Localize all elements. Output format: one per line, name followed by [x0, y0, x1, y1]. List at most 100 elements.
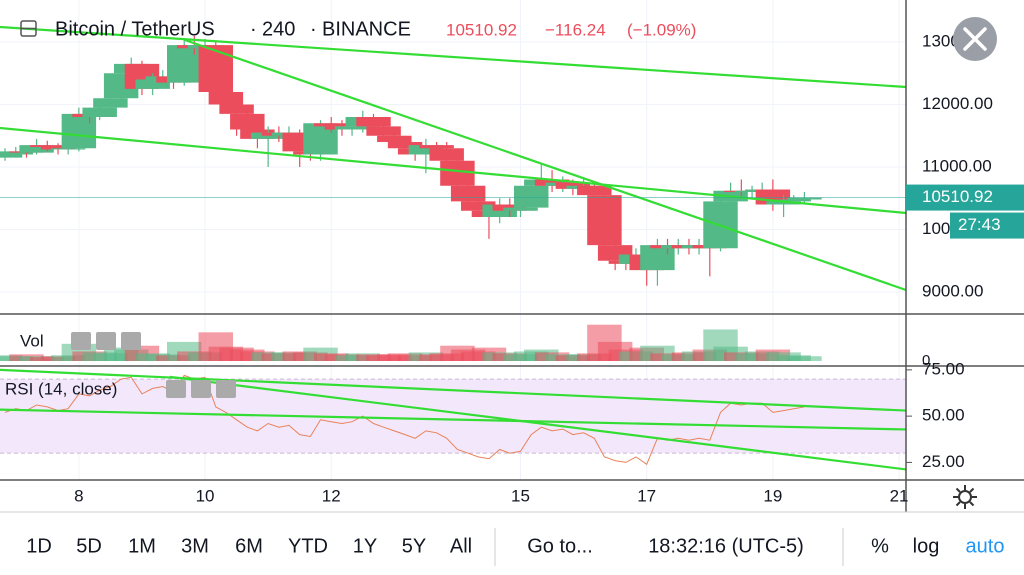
plot — [0, 25, 907, 471]
trendline — [169, 375, 907, 471]
rsi-label: RSI (14, close) — [5, 379, 117, 398]
x-tick-label: 21 — [890, 486, 909, 505]
x-tick-label: 12 — [322, 486, 341, 505]
candle-body — [0, 154, 23, 158]
remove-button[interactable] — [121, 332, 141, 350]
candle-body — [93, 98, 128, 108]
range-button[interactable]: 1D — [26, 535, 52, 557]
volume-label: Vol — [20, 331, 44, 350]
candle-body — [356, 117, 391, 127]
goto-button[interactable]: Go to... — [527, 535, 593, 557]
last-price-badge — [906, 184, 1024, 211]
candle-body — [208, 92, 244, 105]
candle-body — [61, 113, 97, 149]
scale-option[interactable]: log — [913, 535, 940, 557]
price-change: −116.24 — [545, 20, 606, 39]
candle-body — [640, 245, 675, 271]
last-price: 10510.92 — [446, 20, 517, 39]
volume-bar — [787, 356, 822, 361]
trendline — [0, 368, 907, 412]
close-icon — [963, 27, 987, 51]
candle-body — [387, 142, 423, 149]
visibility-button[interactable] — [71, 332, 91, 350]
x-tick-label: 15 — [511, 486, 530, 505]
rsi-band — [0, 379, 906, 454]
candle-body — [450, 185, 486, 202]
candle-body — [50, 148, 86, 150]
candle-body — [366, 126, 401, 136]
candle-body — [30, 145, 65, 147]
range-button[interactable]: 5Y — [402, 535, 426, 557]
candle-body — [766, 201, 801, 205]
candle-body — [167, 45, 202, 83]
candle-body — [230, 113, 265, 130]
rsi-tick-label: 75.00 — [922, 359, 965, 378]
settings-button[interactable] — [96, 332, 116, 350]
candle-body — [334, 126, 370, 130]
range-button[interactable]: YTD — [288, 535, 328, 557]
settings-gear[interactable] — [953, 485, 977, 509]
timezone-clock[interactable]: 18:32:16 (UTC-5) — [648, 535, 804, 557]
labels: 81012151719219000.0010000.0011000.001200… — [74, 31, 1024, 505]
candle-body — [19, 145, 54, 153]
gear-ring — [958, 490, 972, 504]
volume-controls — [71, 332, 141, 350]
trendline — [0, 408, 907, 431]
price-change-percent: (−1.09%) — [627, 20, 696, 39]
y-tick-label: 9000.00 — [922, 281, 983, 300]
toolbar: 1D 5D 1M 3M 6M YTD 1Y 5Y All Go to... 18:32:16 (UT… — [26, 535, 1004, 557]
candle-body — [787, 197, 822, 200]
x-tick-label: 17 — [637, 486, 656, 505]
range-button[interactable]: 6M — [235, 535, 263, 557]
candle-body — [503, 207, 538, 211]
range-button[interactable]: 1Y — [353, 535, 377, 557]
candle-body — [419, 145, 454, 149]
rsi-tick-label: 25.00 — [922, 452, 965, 471]
trendline — [0, 25, 907, 89]
range-button[interactable]: 5D — [76, 535, 102, 557]
y-tick-label: 11000.00 — [922, 156, 992, 175]
countdown-badge — [950, 212, 1024, 239]
scale-option[interactable]: % — [871, 535, 889, 557]
last-price-label: 10510.92 — [922, 187, 993, 206]
candle-body — [461, 201, 496, 211]
candle-body — [587, 195, 622, 246]
separator: · — [250, 18, 257, 40]
range-button[interactable]: 3M — [181, 535, 209, 557]
x-tick-label: 8 — [74, 486, 83, 505]
interval: 240 — [262, 18, 295, 40]
symbol: Bitcoin / TetherUS — [55, 18, 215, 40]
candle-body — [429, 148, 464, 161]
candle-body — [577, 185, 612, 196]
rsi-controls — [166, 380, 236, 398]
candle-body — [0, 151, 33, 155]
candle-body — [734, 190, 770, 192]
remove-button[interactable] — [216, 380, 236, 398]
candle-body — [377, 135, 412, 142]
candle-body — [440, 160, 475, 186]
separator: · — [310, 18, 317, 40]
range-button[interactable]: All — [450, 535, 472, 557]
settings-button[interactable] — [191, 380, 211, 398]
visibility-button[interactable] — [166, 380, 186, 398]
candle-body — [198, 45, 233, 92]
candle-body — [408, 145, 444, 155]
y-tick-label: 12000.00 — [922, 94, 993, 113]
rsi-tick-label: 50.00 — [922, 406, 965, 425]
candle-body — [82, 107, 117, 117]
candle-body — [776, 199, 811, 202]
exchange: BINANCE — [322, 18, 411, 40]
scale-option[interactable]: auto — [966, 535, 1005, 557]
candle-body — [514, 185, 549, 208]
close-button[interactable] — [953, 17, 997, 61]
volume-tick-label: 0 — [922, 352, 930, 369]
countdown-label: 27:43 — [958, 215, 1001, 234]
trendline — [184, 38, 907, 292]
range-button[interactable]: 1M — [128, 535, 156, 557]
x-tick-label: 19 — [763, 486, 782, 505]
candle-body — [219, 104, 254, 114]
candle-body — [314, 123, 349, 127]
